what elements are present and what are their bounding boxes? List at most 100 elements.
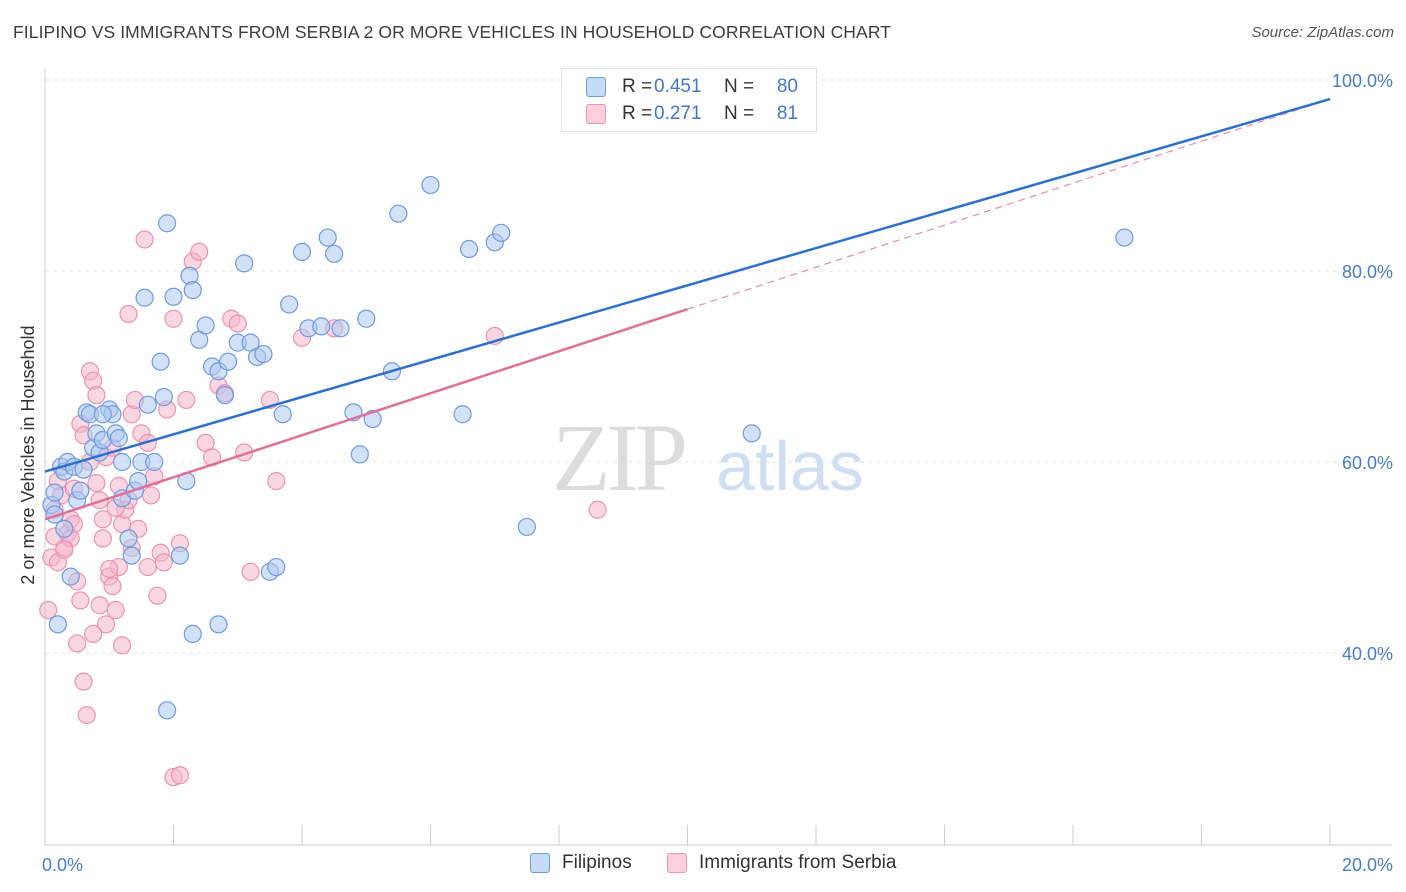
data-point-filipinos <box>157 214 177 233</box>
legend-r-value: 0.451 <box>654 76 702 97</box>
legend-swatch-blue <box>530 853 550 873</box>
data-point-filipinos <box>453 405 472 424</box>
data-point-filipinos <box>119 529 138 548</box>
legend-item-filipinos: Filipinos <box>530 852 632 874</box>
data-point-filipinos <box>55 519 74 538</box>
axes <box>44 68 1392 846</box>
series-filipinos-points <box>42 175 1134 720</box>
legend-label-filipinos: Filipinos <box>562 852 632 873</box>
data-point-filipinos <box>318 228 337 247</box>
data-point-filipinos <box>112 452 132 472</box>
data-point-serbia <box>112 636 132 655</box>
trend-lines <box>44 97 1331 521</box>
legend-row-filipinos: R = 0.451 N = 80 <box>586 74 798 100</box>
data-point-serbia <box>90 596 109 615</box>
data-point-serbia <box>267 472 286 491</box>
data-point-filipinos <box>1115 228 1134 247</box>
data-point-filipinos <box>292 242 312 261</box>
data-point-serbia <box>55 540 74 559</box>
data-point-filipinos <box>254 344 273 364</box>
data-point-serbia <box>103 577 122 596</box>
data-point-filipinos <box>138 395 157 414</box>
data-point-filipinos <box>164 287 183 306</box>
data-point-serbia <box>190 242 209 261</box>
source-credit: Source: ZipAtlas.com <box>1251 24 1394 41</box>
data-point-serbia <box>170 766 190 785</box>
x-tick-label: 20.0% <box>1342 855 1393 875</box>
y-tick-label: 100.0% <box>1332 71 1393 91</box>
data-point-serbia <box>588 500 607 519</box>
data-point-serbia <box>141 486 161 505</box>
legend-r-label: R = <box>622 103 653 124</box>
correlation-legend: R = 0.451 N = 80 R = 0.271 N = 81 <box>561 68 817 132</box>
data-point-filipinos <box>48 615 67 634</box>
data-point-filipinos <box>219 352 238 371</box>
watermark-atlas: atlas <box>716 427 864 505</box>
legend-swatch-pink <box>586 104 606 124</box>
data-point-filipinos <box>154 387 173 407</box>
data-point-filipinos <box>135 288 154 307</box>
data-point-filipinos <box>209 615 228 634</box>
data-point-serbia <box>154 553 173 572</box>
legend-label-serbia: Immigrants from Serbia <box>699 852 897 873</box>
data-point-serbia <box>96 615 116 634</box>
data-point-filipinos <box>312 317 331 336</box>
watermark-zip: ZIP <box>552 404 685 511</box>
legend-n-label: N = <box>724 103 755 124</box>
data-point-filipinos <box>93 405 112 424</box>
series-serbia-points <box>39 230 607 787</box>
data-point-filipinos <box>196 316 215 335</box>
data-point-filipinos <box>45 483 64 502</box>
y-tick-label: 40.0% <box>1342 644 1393 664</box>
legend-item-serbia: Immigrants from Serbia <box>667 852 896 874</box>
data-point-filipinos <box>331 319 350 338</box>
y-axis-label: 2 or more Vehicles in Household <box>18 325 38 584</box>
data-point-filipinos <box>215 386 234 405</box>
data-point-filipinos <box>280 295 299 314</box>
y-tick-label: 80.0% <box>1342 262 1393 282</box>
data-point-serbia <box>71 591 90 610</box>
data-point-filipinos <box>325 244 344 263</box>
data-point-serbia <box>93 510 112 529</box>
gridlines <box>45 79 1392 654</box>
x-tick-label: 0.0% <box>42 855 83 875</box>
data-point-serbia <box>87 386 106 405</box>
data-point-filipinos <box>235 254 254 273</box>
data-point-filipinos <box>492 223 511 242</box>
y-tick-label: 60.0% <box>1342 453 1393 473</box>
data-point-serbia <box>100 559 119 579</box>
data-point-filipinos <box>71 481 90 500</box>
data-point-filipinos <box>267 557 286 577</box>
data-point-filipinos <box>459 239 479 259</box>
data-point-serbia <box>84 624 103 644</box>
legend-r-label: R = <box>622 76 653 97</box>
legend-row-serbia: R = 0.271 N = 81 <box>586 101 798 127</box>
data-point-filipinos <box>517 517 536 537</box>
legend-swatch-blue <box>586 77 606 97</box>
data-point-filipinos <box>389 204 408 223</box>
data-point-serbia <box>228 314 247 333</box>
data-point-serbia <box>68 634 87 653</box>
data-point-filipinos <box>157 701 177 720</box>
data-point-filipinos <box>273 405 292 424</box>
data-point-filipinos <box>421 175 440 195</box>
series-legend: Filipinos Immigrants from Serbia <box>0 852 1406 878</box>
data-point-serbia <box>148 586 167 605</box>
data-point-filipinos <box>151 352 170 371</box>
data-point-serbia <box>241 562 260 581</box>
trend-line-serbia <box>44 308 688 521</box>
data-point-serbia <box>106 600 125 620</box>
data-point-serbia <box>87 473 106 493</box>
data-point-filipinos <box>183 281 202 300</box>
data-point-serbia <box>177 390 196 410</box>
data-point-filipinos <box>109 429 128 448</box>
data-point-serbia <box>77 705 96 725</box>
legend-n-value: 80 <box>776 76 798 97</box>
tick-labels: 40.0% 60.0% 80.0% 100.0% 0.0% 20.0% <box>42 71 1393 875</box>
data-point-filipinos <box>170 546 190 565</box>
trend-line-filipinos <box>44 97 1331 473</box>
legend-n-value: 81 <box>776 103 798 124</box>
data-point-filipinos <box>74 460 93 479</box>
data-point-filipinos <box>61 567 80 586</box>
